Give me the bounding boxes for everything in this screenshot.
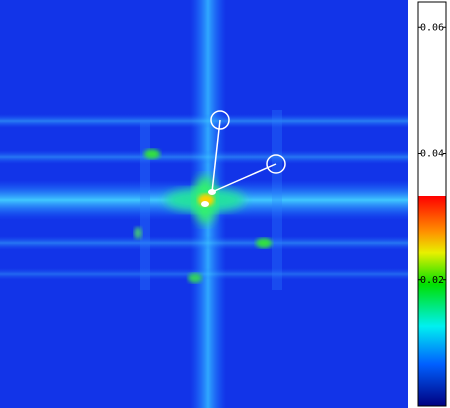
diffraction-image xyxy=(0,0,408,408)
colorbar-frame xyxy=(417,1,447,407)
tick-label: 0.04 xyxy=(420,149,444,160)
tick-label: 0.02 xyxy=(420,275,444,286)
colorbar-gradient xyxy=(418,196,446,406)
colorbar: 0.02 0.04 0.06 xyxy=(417,1,447,407)
colorbar-white xyxy=(418,2,446,196)
tick-label: 0.06 xyxy=(420,22,444,33)
